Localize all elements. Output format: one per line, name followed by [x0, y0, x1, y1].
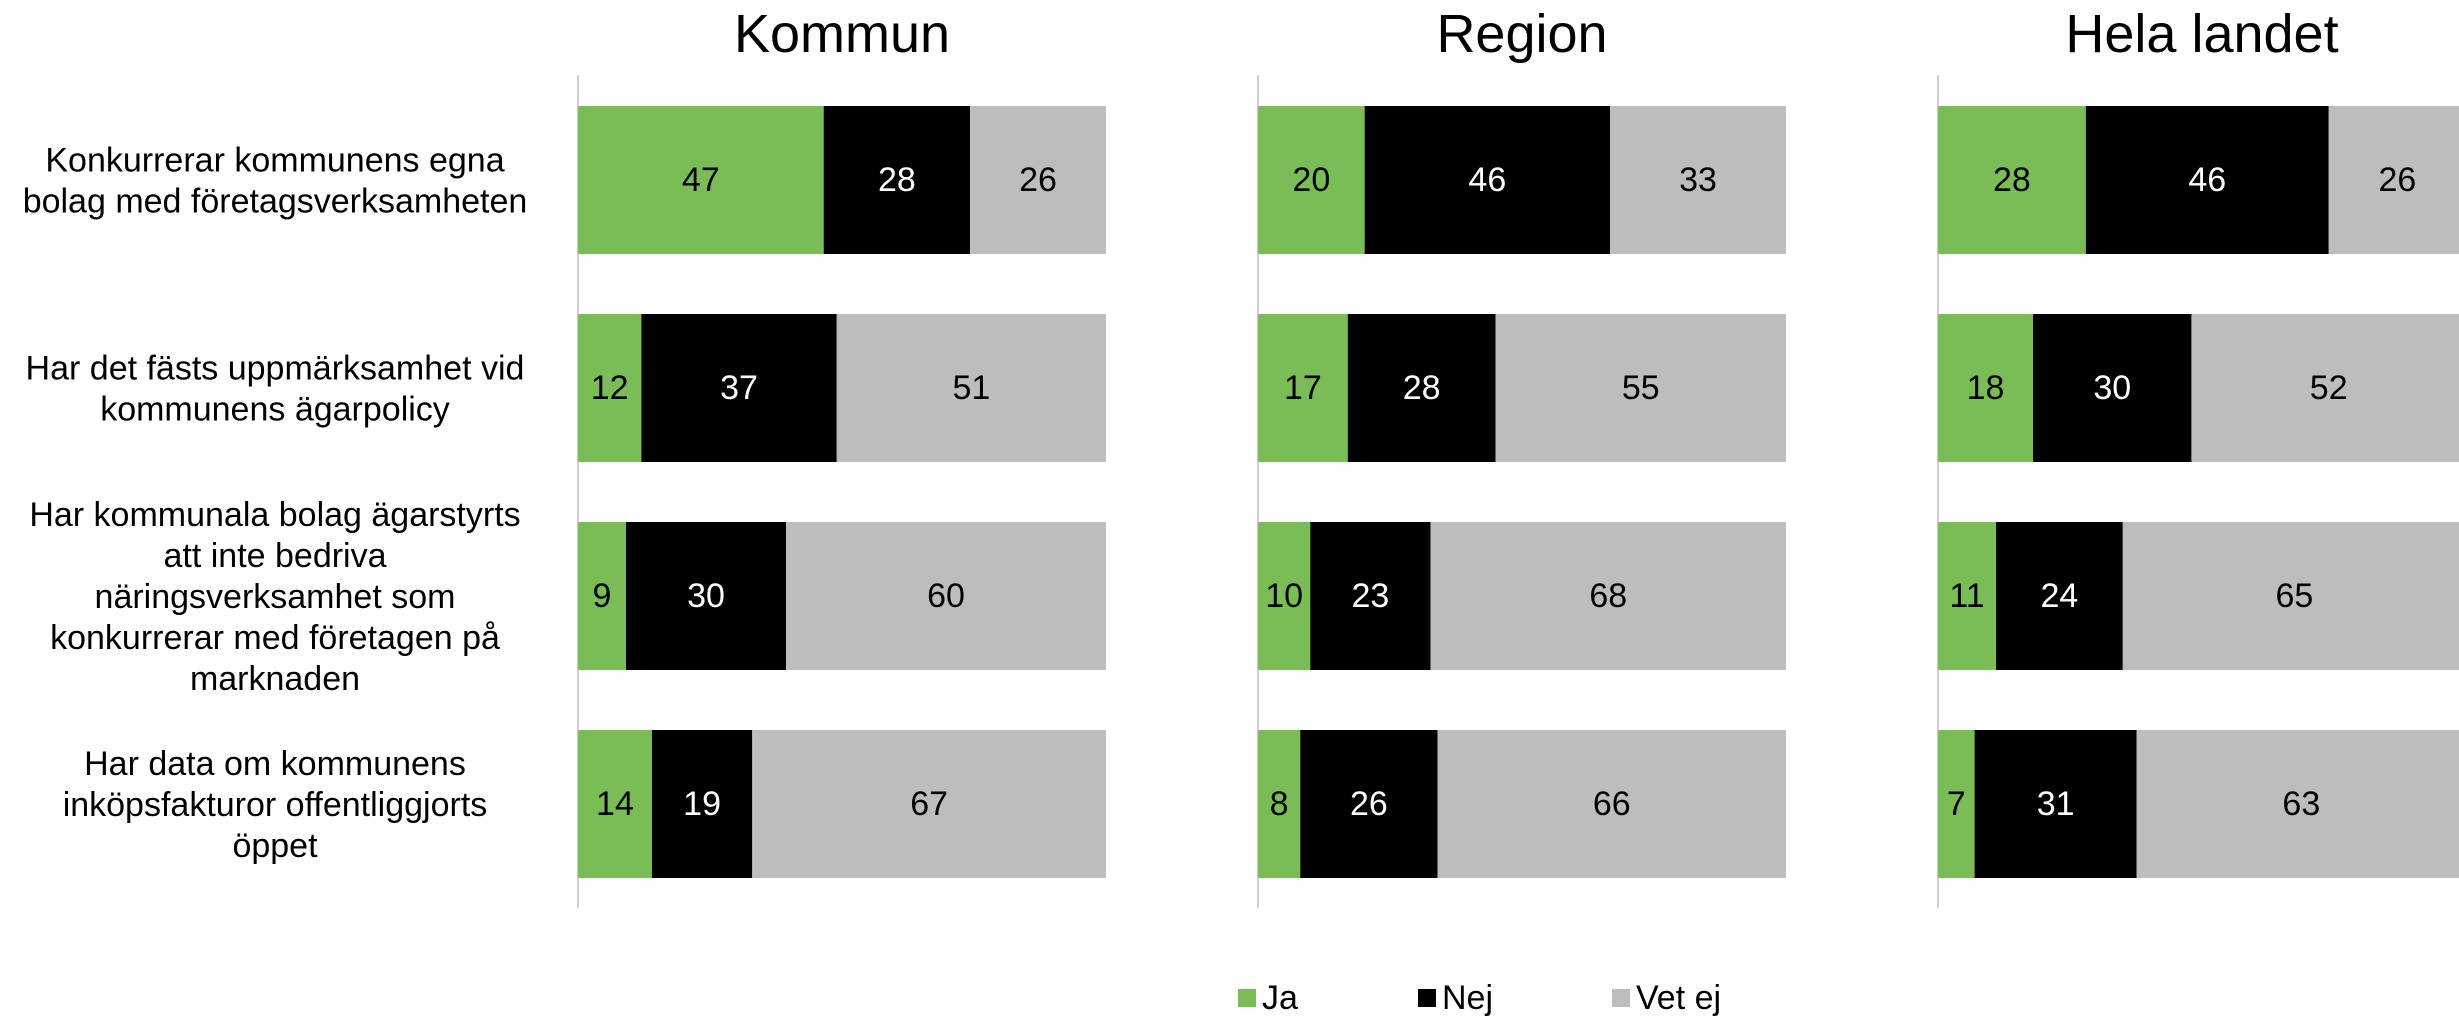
legend-swatch	[1612, 989, 1630, 1007]
category-label: Har data om kommunens	[84, 745, 466, 783]
data-label: 23	[1351, 577, 1389, 615]
data-label: 33	[1679, 161, 1717, 199]
data-label: 28	[878, 161, 916, 199]
data-label: 68	[1589, 577, 1627, 615]
data-label: 9	[593, 577, 612, 615]
bar-segment-vet-ej	[2136, 730, 2459, 878]
bar-segment-vet-ej	[786, 522, 1106, 670]
data-label: 18	[1967, 369, 2005, 407]
panel-title: Hela landet	[2065, 4, 2338, 64]
data-label: 31	[2037, 785, 2075, 823]
category-label: att inte bedriva	[163, 537, 386, 575]
data-label: 14	[596, 785, 634, 823]
legend-label: Vet ej	[1636, 979, 1721, 1017]
data-label: 26	[1350, 785, 1388, 823]
bar-segment-nej	[1996, 522, 2123, 670]
data-label: 67	[910, 785, 948, 823]
data-label: 26	[1019, 161, 1057, 199]
data-label: 12	[591, 369, 629, 407]
bar-segment-ja	[578, 522, 626, 670]
bar-segment-vet-ej	[2122, 522, 2459, 670]
data-label: 10	[1265, 577, 1303, 615]
bar-segment-ja	[1938, 522, 1997, 670]
legend-swatch	[1418, 989, 1436, 1007]
bar-segment-vet-ej	[1437, 730, 1786, 878]
data-label: 63	[2282, 785, 2320, 823]
data-label: 28	[1993, 161, 2031, 199]
bar-segment-nej	[641, 314, 837, 462]
bar-segment-vet-ej	[2191, 314, 2459, 462]
data-label: 30	[2093, 369, 2131, 407]
data-label: 55	[1622, 369, 1660, 407]
data-label: 24	[2041, 577, 2079, 615]
bar-segment-vet-ej	[2328, 106, 2459, 254]
data-label: 46	[1468, 161, 1506, 199]
bar-segment-ja	[1258, 106, 1365, 254]
bar-segment-nej	[2033, 314, 2192, 462]
bar-segment-ja	[1258, 314, 1348, 462]
data-label: 7	[1947, 785, 1966, 823]
panel-title: Region	[1436, 4, 1607, 64]
data-label: 8	[1270, 785, 1289, 823]
category-label: Har kommunala bolag ägarstyrts	[29, 496, 520, 534]
bar-segment-vet-ej	[1495, 314, 1786, 462]
legend-label: Ja	[1262, 979, 1298, 1017]
bar-segment-ja	[578, 106, 824, 254]
data-label: 37	[720, 369, 758, 407]
category-label: kommunens ägarpolicy	[100, 391, 450, 429]
category-label: öppet	[232, 827, 318, 865]
bar-segment-nej	[1310, 522, 1431, 670]
data-label: 60	[927, 577, 965, 615]
data-label: 46	[2188, 161, 2226, 199]
bar-segment-ja	[578, 314, 642, 462]
data-label: 17	[1284, 369, 1322, 407]
bar-segment-ja	[1938, 314, 2034, 462]
data-label: 20	[1292, 161, 1330, 199]
bar-segment-nej	[626, 522, 786, 670]
category-label: inköpsfakturor offentliggjorts	[63, 786, 488, 824]
category-label: konkurrerar med företagen på	[50, 619, 500, 657]
data-label: 66	[1593, 785, 1631, 823]
bar-segment-ja	[1258, 730, 1301, 878]
bar-segment-ja	[1258, 522, 1311, 670]
category-label: marknaden	[190, 660, 360, 698]
category-label: Konkurrerar kommunens egna	[45, 142, 504, 180]
data-label: 19	[683, 785, 721, 823]
bar-segment-ja	[1938, 730, 1975, 878]
bar-segment-vet-ej	[970, 106, 1106, 254]
data-label: 47	[682, 161, 720, 199]
data-label: 30	[687, 577, 725, 615]
bar-segment-vet-ej	[1610, 106, 1786, 254]
bar-segment-ja	[1938, 106, 2086, 254]
bar-segment-nej	[1364, 106, 1610, 254]
bar-segment-nej	[823, 106, 971, 254]
bar-segment-nej	[2085, 106, 2329, 254]
legend-swatch	[1238, 989, 1256, 1007]
bar-segment-nej	[1974, 730, 2137, 878]
bar-segment-nej	[1300, 730, 1438, 878]
data-label: 52	[2310, 369, 2348, 407]
category-label: Har det fästs uppmärksamhet vid	[26, 350, 525, 388]
data-label: 65	[2275, 577, 2313, 615]
data-label: 11	[1949, 577, 1984, 615]
category-label: bolag med företagsverksamheten	[23, 183, 528, 221]
bar-segment-ja	[578, 730, 652, 878]
legend-label: Nej	[1442, 979, 1493, 1017]
data-label: 28	[1403, 369, 1441, 407]
bar-segment-vet-ej	[1430, 522, 1786, 670]
panel-title: Kommun	[734, 4, 950, 64]
bar-segment-vet-ej	[752, 730, 1106, 878]
bar-segment-nej	[651, 730, 753, 878]
category-label: näringsverksamhet som	[95, 578, 456, 616]
bar-segment-vet-ej	[836, 314, 1106, 462]
data-label: 26	[2378, 161, 2416, 199]
data-label: 51	[952, 369, 990, 407]
bar-segment-nej	[1347, 314, 1496, 462]
